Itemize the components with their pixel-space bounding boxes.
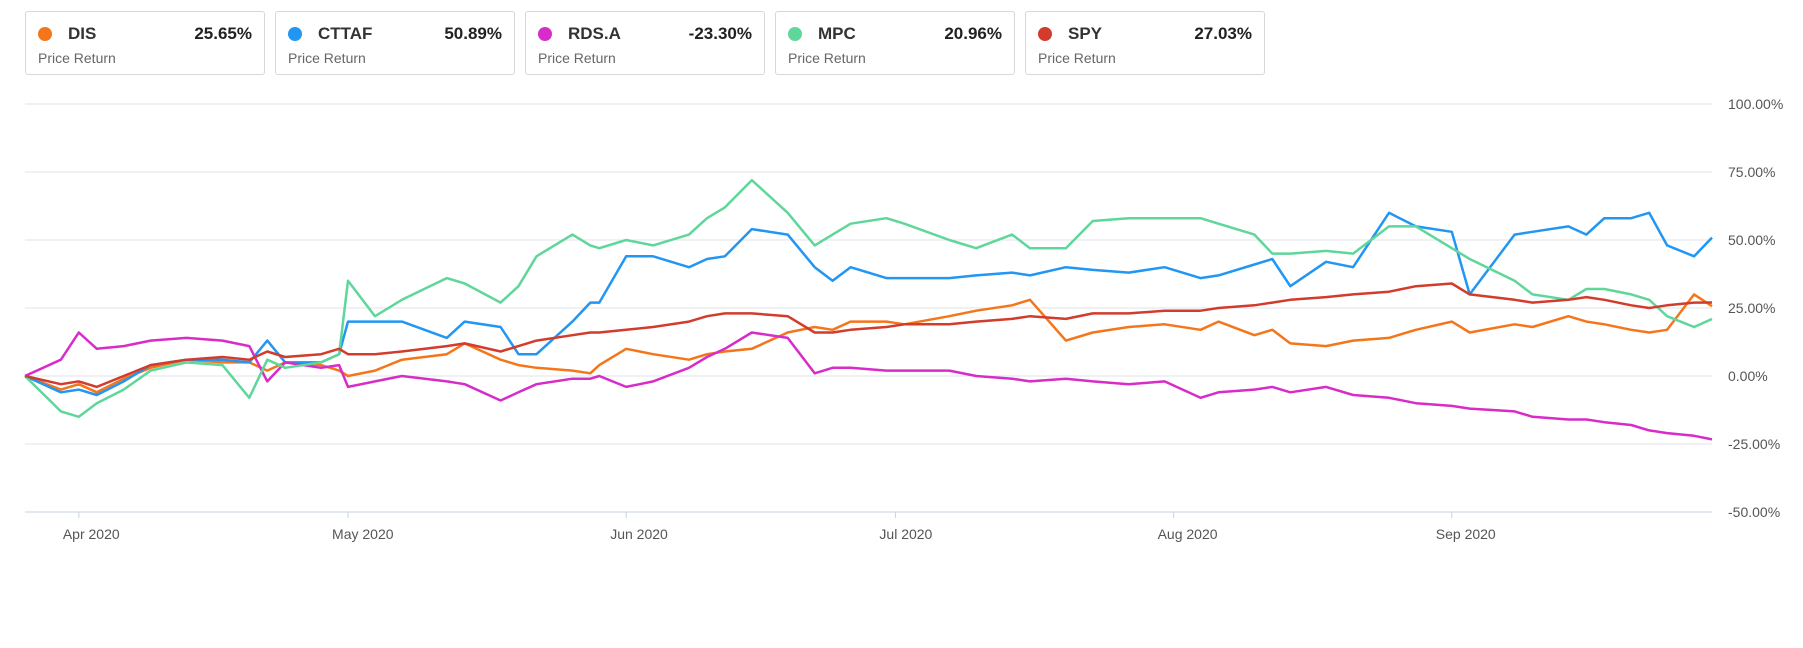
metric-label: Price Return [538,50,616,66]
y-tick-label: -25.00% [1728,436,1780,452]
ticker-symbol: CTTAF [318,24,373,43]
y-tick-label: 25.00% [1728,300,1775,316]
ticker-symbol: DIS [68,24,97,43]
y-tick-label: 100.00% [1728,96,1783,112]
y-tick-label: 50.00% [1728,232,1775,248]
y-tick-label: 75.00% [1728,164,1775,180]
grid-lines [25,103,1712,513]
series-line-mpc[interactable] [24,178,1713,419]
legend-card-mpc[interactable]: MPC 20.96% Price Return [775,11,1015,75]
metric-label: Price Return [288,50,366,66]
x-tick-label: Aug 2020 [1158,526,1218,542]
price-return-value: 50.89% [444,24,502,43]
ticker-symbol: RDS.A [568,24,621,43]
x-tick-label: Jun 2020 [610,526,668,542]
y-tick-label: -50.00% [1728,504,1780,520]
series-line-dis[interactable] [24,293,1713,394]
legend-card-dis[interactable]: DIS 25.65% Price Return [25,11,265,75]
series-color-dot-icon [1038,27,1052,41]
series-color-dot-icon [38,27,52,41]
metric-label: Price Return [1038,50,1116,66]
metric-label: Price Return [788,50,866,66]
ticker-symbol: SPY [1068,24,1103,43]
series-color-dot-icon [788,27,802,41]
series-color-dot-icon [288,27,302,41]
series-color-dot-icon [538,27,552,41]
y-tick-label: 0.00% [1728,368,1768,384]
legend-card-spy[interactable]: SPY 27.03% Price Return [1025,11,1265,75]
series-lines[interactable] [24,178,1713,441]
price-return-value: -23.30% [688,24,752,43]
legend: DIS 25.65% Price Return CTTAF 50.89% Pri… [25,11,1265,75]
price-return-value: 20.96% [944,24,1002,43]
y-axis: 100.00% 75.00% 50.00% 25.00% 0.00% -25.00% -50… [1728,96,1783,520]
legend-card-rds-a[interactable]: RDS.A -23.30% Price Return [525,11,765,75]
price-return-value: 27.03% [1194,24,1252,43]
x-tick-label: Sep 2020 [1436,526,1496,542]
ticker-symbol: MPC [818,24,856,43]
series-line-spy[interactable] [24,282,1713,389]
x-tick-label: Jul 2020 [879,526,932,542]
x-axis: Apr 2020 May 2020 Jun 2020 Jul 2020 Aug 2020… [63,512,1496,542]
price-return-value: 25.65% [194,24,252,43]
x-tick-label: May 2020 [332,526,394,542]
legend-card-cttaf[interactable]: CTTAF 50.89% Price Return [275,11,515,75]
series-line-rds-a[interactable] [24,331,1713,441]
metric-label: Price Return [38,50,116,66]
x-tick-label: Apr 2020 [63,526,120,542]
